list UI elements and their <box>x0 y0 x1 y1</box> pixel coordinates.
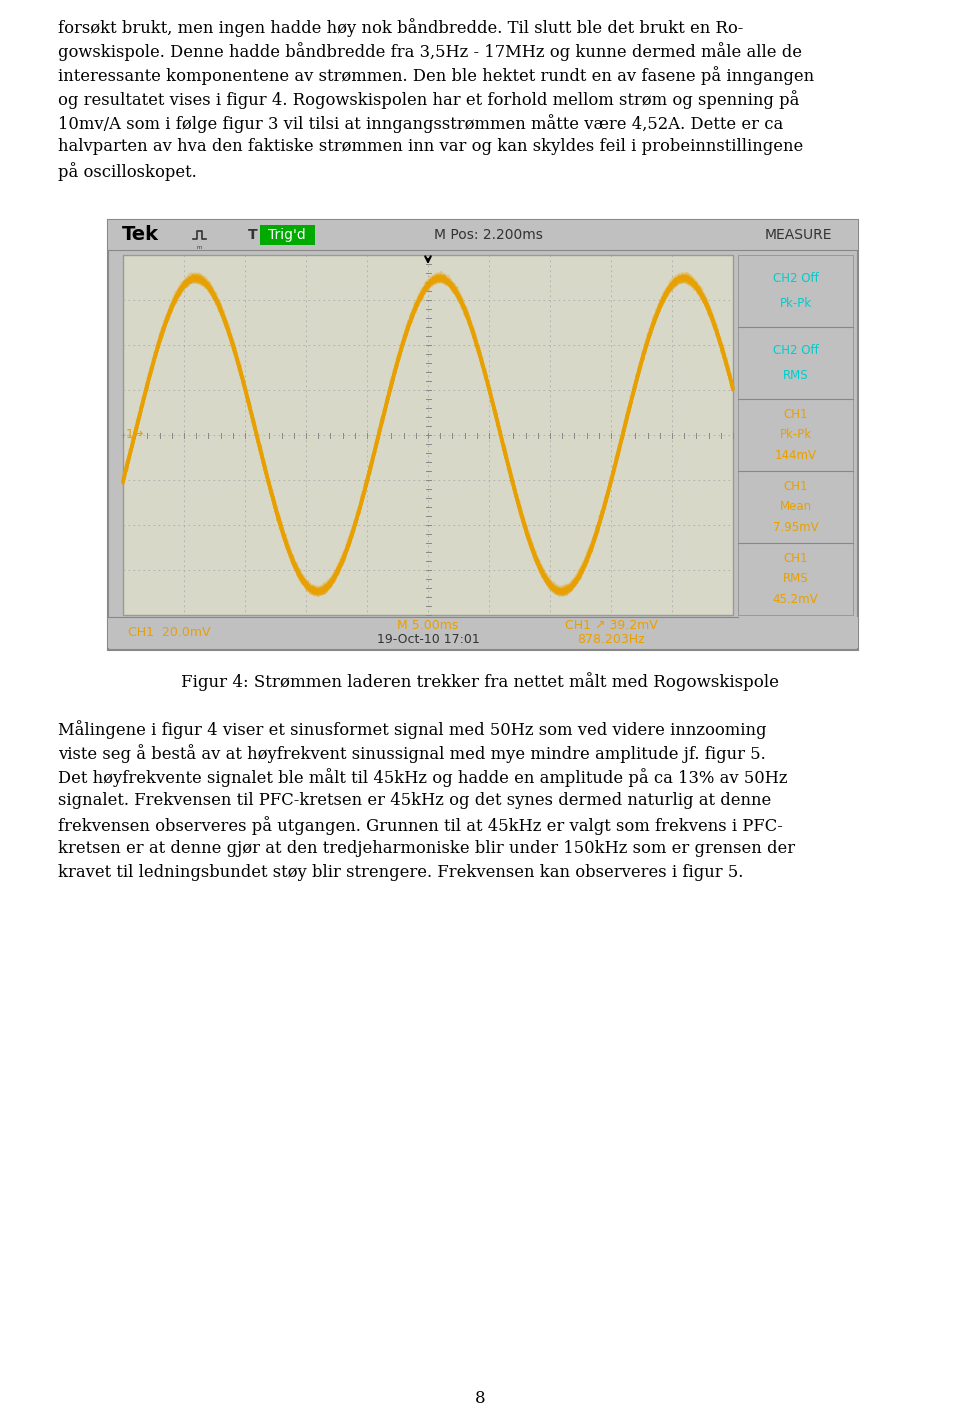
Text: CH1 ↗ 39.2mV: CH1 ↗ 39.2mV <box>564 620 658 632</box>
Text: Pk-Pk: Pk-Pk <box>780 428 811 441</box>
Text: 45.2mV: 45.2mV <box>773 593 818 605</box>
Text: CH1: CH1 <box>783 553 807 566</box>
Text: 19-Oct-10 17:01: 19-Oct-10 17:01 <box>376 632 479 647</box>
Text: CH1: CH1 <box>783 408 807 421</box>
Text: Trig'd: Trig'd <box>268 228 306 242</box>
Text: 144mV: 144mV <box>775 448 817 462</box>
Text: Tek: Tek <box>122 225 159 244</box>
Text: CH1: CH1 <box>783 481 807 493</box>
Bar <box>108 617 858 648</box>
Text: CH1  20.0mV: CH1 20.0mV <box>128 625 210 640</box>
Text: Mean: Mean <box>780 501 811 513</box>
Text: viste seg å bestå av at høyfrekvent sinussignal med mye mindre amplitude jf. fig: viste seg å bestå av at høyfrekvent sinu… <box>58 744 766 763</box>
Text: M Pos: 2.200ms: M Pos: 2.200ms <box>434 228 542 242</box>
Text: 10mv/A som i følge figur 3 vil tilsi at inngangsstrømmen måtte være 4,52A. Dette: 10mv/A som i følge figur 3 vil tilsi at … <box>58 113 783 133</box>
Text: halvparten av hva den faktiske strømmen inn var og kan skyldes feil i probeinnst: halvparten av hva den faktiske strømmen … <box>58 138 804 155</box>
Text: frekvensen observeres på utgangen. Grunnen til at 45kHz er valgt som frekvens i : frekvensen observeres på utgangen. Grunn… <box>58 815 782 835</box>
Bar <box>108 220 858 649</box>
Bar <box>260 225 315 245</box>
Bar <box>738 255 853 615</box>
Text: Det høyfrekvente signalet ble målt til 45kHz og hadde en amplitude på ca 13% av : Det høyfrekvente signalet ble målt til 4… <box>58 769 787 787</box>
Bar <box>123 255 733 615</box>
Text: forsøkt brukt, men ingen hadde høy nok båndbredde. Til slutt ble det brukt en Ro: forsøkt brukt, men ingen hadde høy nok b… <box>58 18 743 37</box>
Text: RMS: RMS <box>782 573 808 586</box>
Text: MEASURE: MEASURE <box>764 228 831 242</box>
Text: kretsen er at denne gjør at den tredjeharmoniske blir under 150kHz som er grense: kretsen er at denne gjør at den tredjeha… <box>58 839 795 856</box>
Text: M 5.00ms: M 5.00ms <box>397 620 459 632</box>
Bar <box>108 220 858 250</box>
Text: T: T <box>248 228 257 242</box>
Text: på oscilloskopet.: på oscilloskopet. <box>58 162 197 182</box>
Text: CH2 Off: CH2 Off <box>773 271 818 285</box>
Text: interessante komponentene av strømmen. Den ble hektet rundt en av fasene på inng: interessante komponentene av strømmen. D… <box>58 67 814 85</box>
Text: signalet. Frekvensen til PFC-kretsen er 45kHz og det synes dermed naturlig at de: signalet. Frekvensen til PFC-kretsen er … <box>58 793 771 810</box>
Text: 8: 8 <box>474 1390 486 1407</box>
Text: 878.203Hz: 878.203Hz <box>577 632 645 647</box>
Text: ₘ: ₘ <box>197 242 202 251</box>
Text: Pk-Pk: Pk-Pk <box>780 298 811 311</box>
Text: kravet til ledningsbundet støy blir strengere. Frekvensen kan observeres i figur: kravet til ledningsbundet støy blir stre… <box>58 864 743 881</box>
Text: Figur 4: Strømmen laderen trekker fra nettet målt med Rogowskispole: Figur 4: Strømmen laderen trekker fra ne… <box>181 672 779 691</box>
Text: RMS: RMS <box>782 370 808 383</box>
Text: og resultatet vises i figur 4. Rogowskispolen har et forhold mellom strøm og spe: og resultatet vises i figur 4. Rogowskis… <box>58 89 800 109</box>
Text: gowskispole. Denne hadde båndbredde fra 3,5Hz - 17MHz og kunne dermed måle alle : gowskispole. Denne hadde båndbredde fra … <box>58 43 802 61</box>
Text: 7.95mV: 7.95mV <box>773 520 818 533</box>
Text: Målingene i figur 4 viser et sinusformet signal med 50Hz som ved videre innzoomi: Målingene i figur 4 viser et sinusformet… <box>58 720 766 739</box>
Text: CH2 Off: CH2 Off <box>773 343 818 356</box>
Text: 1→: 1→ <box>126 428 144 441</box>
